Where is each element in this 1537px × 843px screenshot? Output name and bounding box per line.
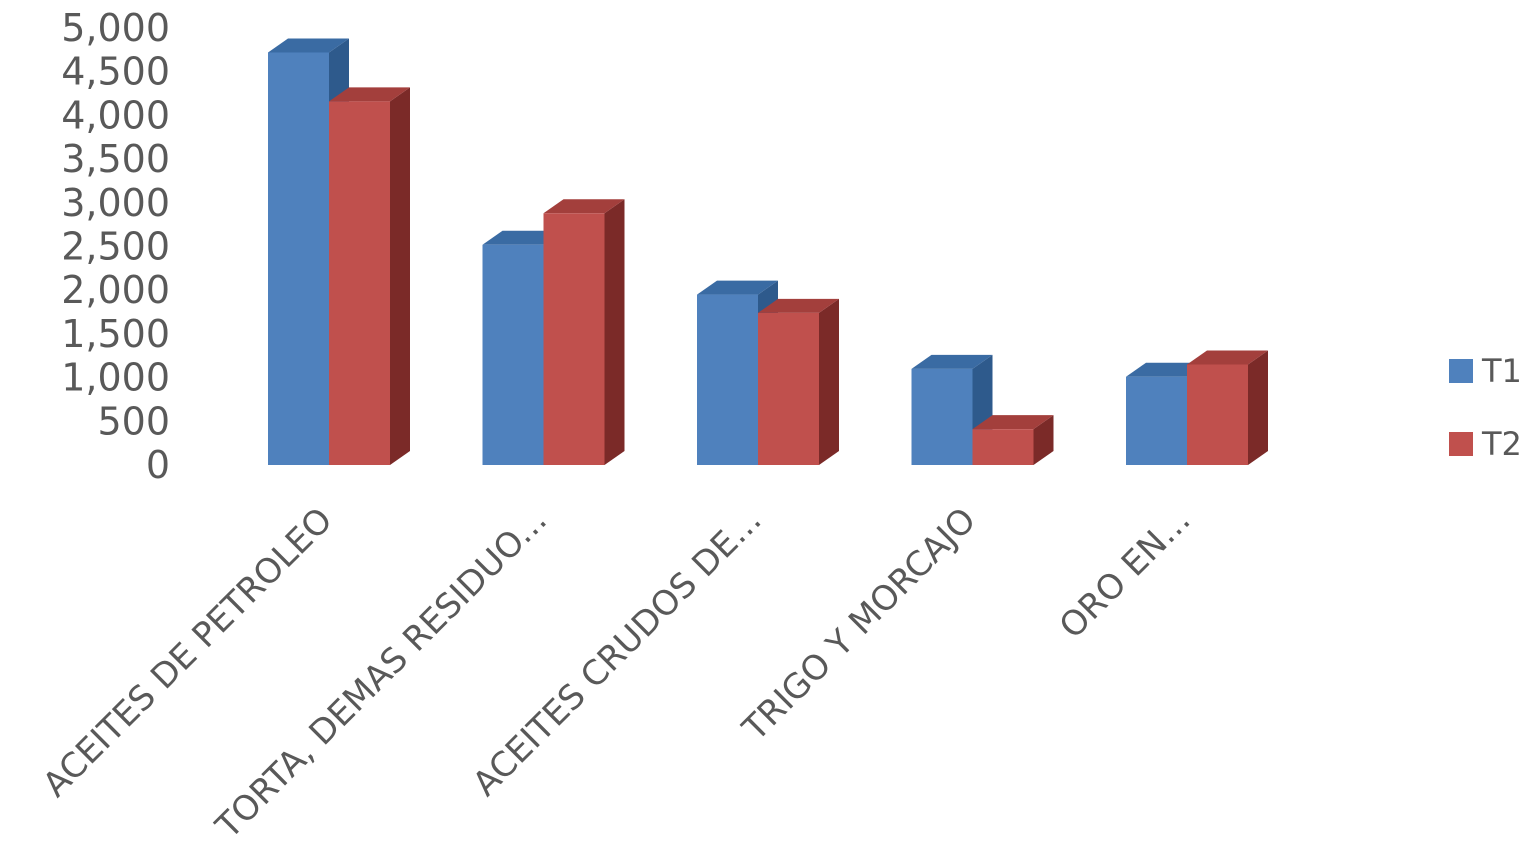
bar-side [1248, 350, 1268, 465]
bar-t2 [329, 87, 410, 465]
legend: T1 T2 [1449, 352, 1522, 463]
bar-top [1187, 350, 1268, 365]
legend-swatch [1449, 359, 1473, 383]
bar-side [390, 87, 410, 465]
bar-t2 [1187, 350, 1268, 465]
bar-t2 [972, 415, 1054, 465]
bar-t2 [543, 199, 625, 465]
y-tick-label: 3,500 [61, 137, 170, 181]
bar-front [911, 368, 973, 465]
bar-front [972, 429, 1034, 465]
y-axis-ticks: 05001,0001,5002,0002,5003,0003,5004,0004… [61, 6, 170, 487]
bar-top [972, 415, 1054, 430]
bar-front [482, 244, 544, 465]
bar-t2 [758, 298, 839, 465]
legend-item: T1 [1449, 352, 1522, 390]
y-tick-label: 1,000 [61, 356, 170, 400]
y-tick-label: 2,500 [61, 225, 170, 269]
y-tick-label: 5,000 [61, 6, 170, 50]
bar-front [758, 312, 819, 465]
legend-label: T1 [1481, 352, 1522, 390]
y-tick-label: 3,000 [61, 181, 170, 225]
bar-top [911, 354, 993, 369]
y-tick-label: 4,000 [61, 93, 170, 137]
bar-front [268, 52, 329, 466]
y-tick-label: 500 [97, 399, 170, 443]
legend-swatch [1449, 432, 1473, 456]
y-tick-label: 1,500 [61, 312, 170, 356]
y-tick-label: 0 [146, 443, 170, 487]
bar-top [268, 38, 349, 53]
y-tick-label: 2,000 [61, 268, 170, 312]
bar-top [697, 280, 778, 295]
y-tick-label: 4,500 [61, 50, 170, 94]
bar-top [329, 87, 410, 102]
bars [268, 38, 1268, 466]
bar-front [329, 101, 390, 465]
bar-side [604, 199, 625, 465]
x-category-label: ORO EN... [1052, 500, 1199, 647]
bar-front [543, 213, 605, 465]
bar-side [819, 298, 839, 465]
x-category-label: TRIGO Y MORCAJO [734, 500, 983, 749]
bar-top [543, 199, 625, 214]
legend-item: T2 [1449, 425, 1522, 463]
bar-top [1126, 362, 1207, 377]
bar-front [1126, 376, 1187, 465]
bar-front [697, 294, 758, 465]
bar-top [758, 298, 839, 313]
bar-top [482, 230, 564, 245]
bar-front [1187, 364, 1248, 465]
legend-label: T2 [1481, 425, 1522, 463]
bar-t1 [911, 354, 993, 465]
bar-side [1033, 415, 1054, 465]
